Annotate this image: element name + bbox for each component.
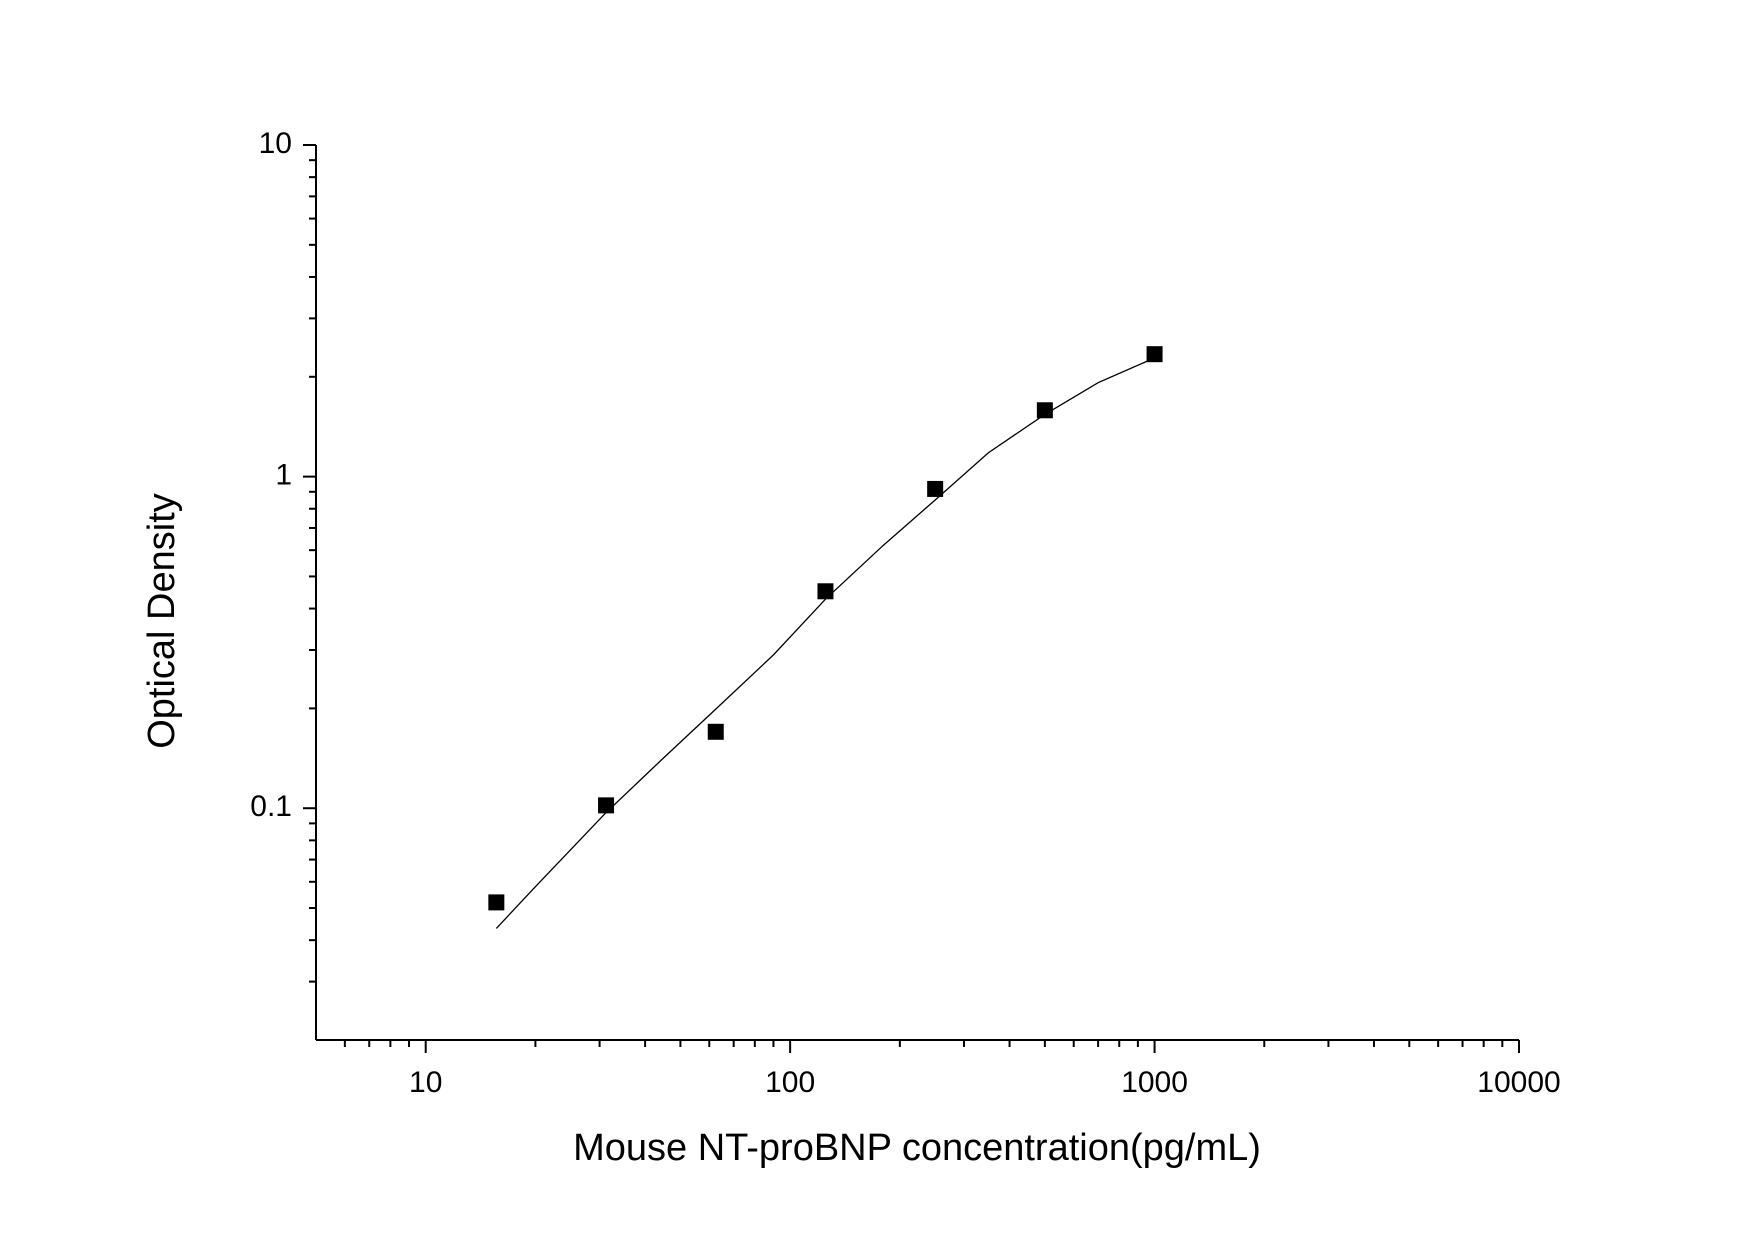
fit-curve [495, 357, 1155, 929]
data-point [817, 583, 834, 600]
y-tick-label: 10 [259, 127, 292, 160]
x-tick-label: 10000 [1477, 1066, 1560, 1099]
data-point [927, 480, 944, 497]
x-tick-label: 10 [409, 1066, 442, 1099]
data-point [488, 894, 505, 911]
data-point [1146, 346, 1163, 363]
y-axis-label: Optical Density [141, 493, 183, 749]
data-point [598, 797, 615, 814]
x-tick-label: 1000 [1121, 1066, 1188, 1099]
x-axis-label: Mouse NT-proBNP concentration(pg/mL) [573, 1127, 1261, 1169]
data-point [707, 723, 724, 740]
y-tick-label: 1 [275, 459, 292, 492]
y-tick-label: 0.1 [250, 790, 292, 823]
x-tick-label: 100 [765, 1066, 815, 1099]
data-point [1036, 402, 1053, 419]
